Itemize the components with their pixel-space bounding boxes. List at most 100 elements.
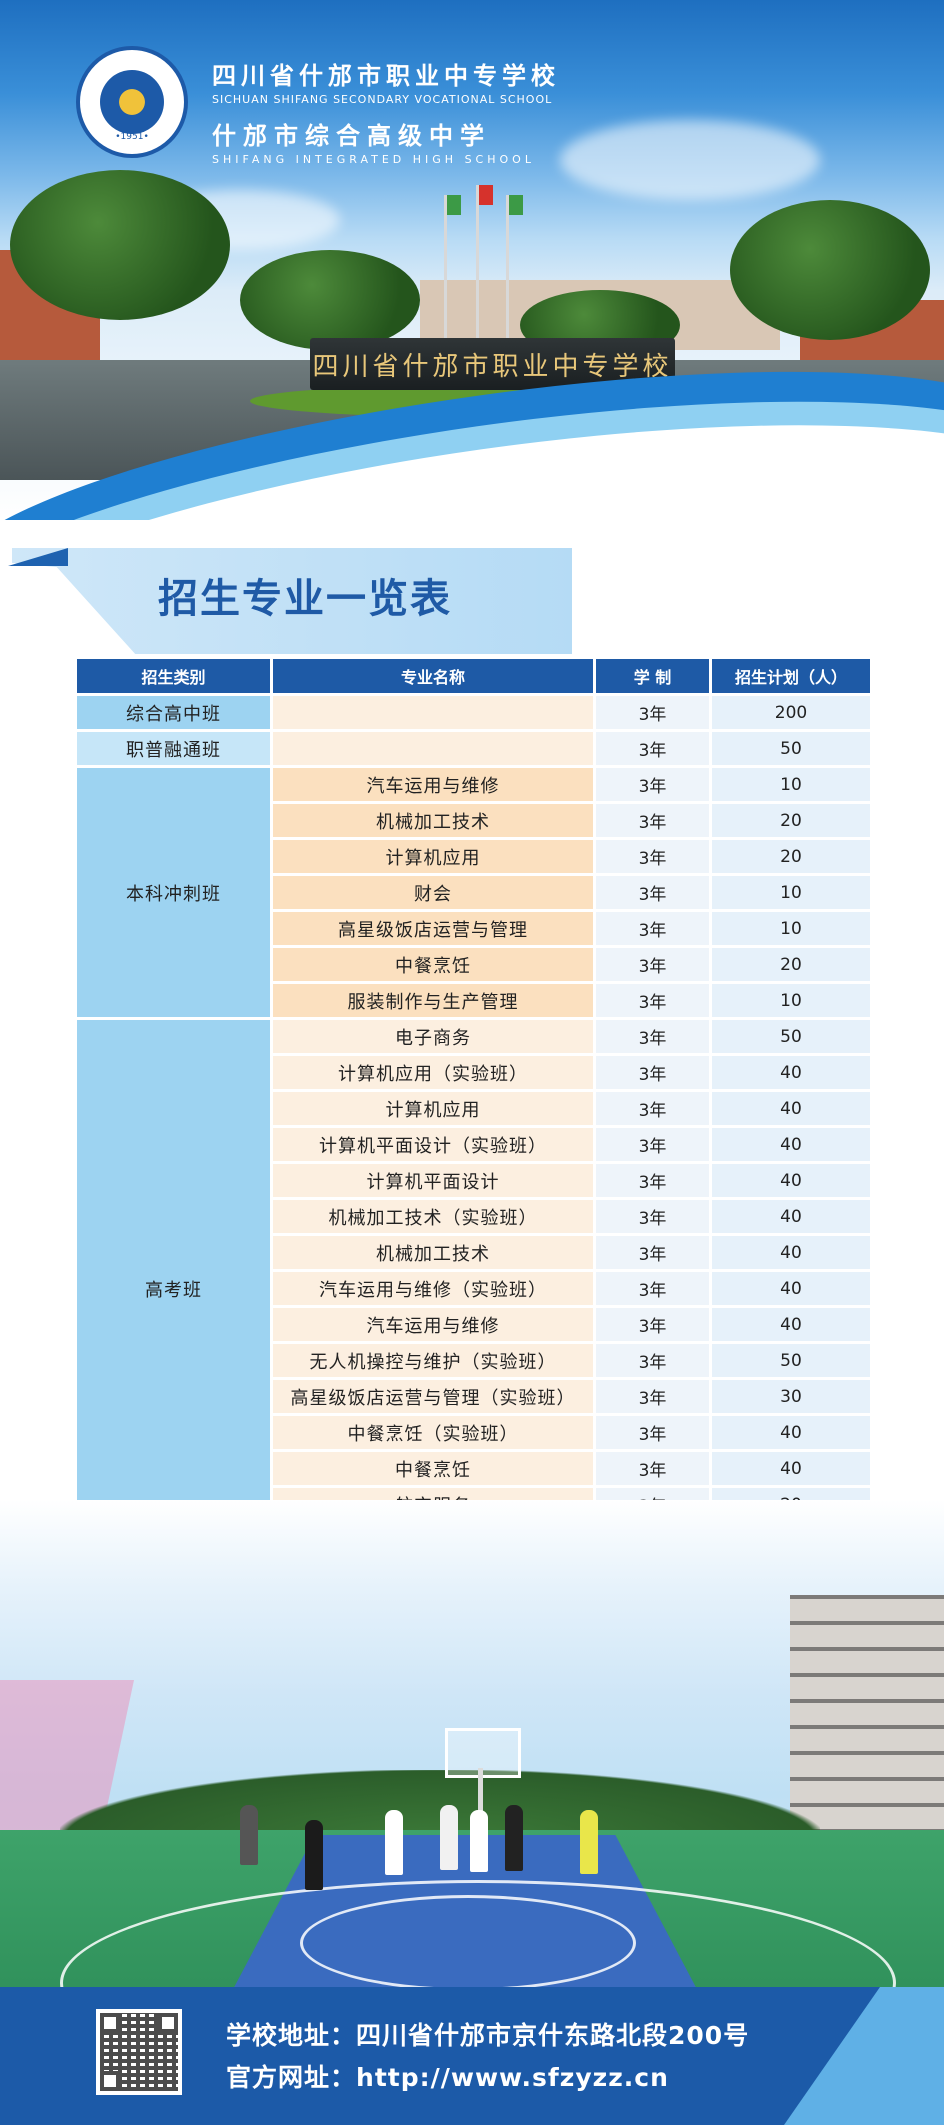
website-link[interactable]: http://www.sfzyzz.cn — [356, 2063, 669, 2092]
years-cell: 3年 — [596, 912, 709, 945]
flag — [447, 195, 461, 215]
major-cell: 计算机应用 — [273, 1092, 593, 1125]
gate-sign: 四川省什邡市职业中专学校 — [310, 338, 675, 390]
major-cell: 无人机操控与维护（实验班） — [273, 1344, 593, 1377]
table-row: 高星级饭店运营与管理（实验班） 3年 30 — [77, 1380, 870, 1413]
years-cell: 3年 — [596, 1128, 709, 1161]
address-value: 四川省什邡市京什东路北段200号 — [356, 2021, 750, 2050]
table-row: 中餐烹饪（实验班） 3年 40 — [77, 1416, 870, 1449]
major-cell: 机械加工技术（实验班） — [273, 1200, 593, 1233]
table-row: 高考班 电子商务 3年 50 — [77, 1020, 870, 1557]
table-row: 本科冲刺班 汽车运用与维修 3年 10 — [77, 768, 870, 1017]
player — [470, 1810, 488, 1872]
years-cell: 3年 — [596, 1020, 709, 1053]
years-cell: 3年 — [596, 696, 709, 729]
header-major: 专业名称 — [273, 659, 593, 693]
plan-cell: 40 — [712, 1128, 870, 1161]
table-body: 综合高中班 3年 200 职普融通班 3年 50 本科冲刺班 汽车运用与维修 3年 10 机械加工技… — [77, 696, 870, 1629]
category-cell: 高考班 — [77, 1020, 270, 1557]
plan-cell: 50 — [712, 732, 870, 765]
major-cell: 汽车运用与维修（实验班） — [273, 1272, 593, 1305]
player — [505, 1805, 523, 1871]
school-logo: •1951• — [76, 46, 188, 158]
address-label: 学校地址： — [226, 2021, 357, 2050]
plan-cell: 50 — [712, 1344, 870, 1377]
plan-cell: 40 — [712, 1236, 870, 1269]
flag — [479, 185, 493, 205]
plan-cell: 40 — [712, 1056, 870, 1089]
years-cell: 3年 — [596, 1092, 709, 1125]
flagpole — [444, 195, 447, 345]
school-name-en: SICHUAN SHIFANG SECONDARY VOCATIONAL SCH… — [212, 93, 553, 106]
website-label: 官方网址： — [226, 2063, 357, 2092]
table-row: 高星级饭店运营与管理 3年 10 — [77, 912, 870, 945]
plan-cell: 40 — [712, 1092, 870, 1125]
table-row: 机械加工技术 3年 20 — [77, 804, 870, 837]
table-row: 机械加工技术 3年 40 — [77, 1236, 870, 1269]
tree — [730, 200, 930, 340]
major-cell: 中餐烹饪（实验班） — [273, 1416, 593, 1449]
qr-code-icon[interactable] — [96, 2009, 182, 2095]
plan-cell: 40 — [712, 1272, 870, 1305]
category-cell: 综合高中班 — [77, 696, 270, 729]
table-row: 中餐烹饪 3年 20 — [77, 948, 870, 981]
major-cell: 电子商务 — [273, 1020, 593, 1053]
major-cell: 计算机平面设计 — [273, 1164, 593, 1197]
website-line: 官方网址：http://www.sfzyzz.cn — [226, 2058, 669, 2094]
table-row: 计算机应用 3年 40 — [77, 1092, 870, 1125]
years-cell: 3年 — [596, 984, 709, 1017]
years-cell: 3年 — [596, 876, 709, 909]
player — [385, 1810, 403, 1875]
major-cell: 机械加工技术 — [273, 804, 593, 837]
table-row: 职普融通班 3年 50 — [77, 732, 870, 765]
years-cell: 3年 — [596, 1380, 709, 1413]
address-line: 学校地址：四川省什邡市京什东路北段200号 — [226, 2016, 749, 2052]
major-cell: 汽车运用与维修 — [273, 768, 593, 801]
plan-cell: 40 — [712, 1308, 870, 1341]
major-cell: 汽车运用与维修 — [273, 1308, 593, 1341]
plan-cell: 20 — [712, 804, 870, 837]
years-cell: 3年 — [596, 1272, 709, 1305]
major-cell — [273, 696, 593, 729]
table-row: 计算机应用（实验班） 3年 40 — [77, 1056, 870, 1089]
table-row: 计算机平面设计 3年 40 — [77, 1164, 870, 1197]
plan-cell: 10 — [712, 768, 870, 801]
years-cell: 3年 — [596, 1056, 709, 1089]
table-header-row: 招生类别 专业名称 学 制 招生计划（人） — [77, 659, 870, 693]
plan-cell: 10 — [712, 912, 870, 945]
table-row: 综合高中班 3年 200 — [77, 696, 870, 729]
years-cell: 3年 — [596, 1164, 709, 1197]
major-cell: 中餐烹饪 — [273, 948, 593, 981]
hoop-pole — [478, 1768, 483, 1848]
plan-cell: 200 — [712, 696, 870, 729]
player — [440, 1805, 458, 1870]
plan-cell: 20 — [712, 948, 870, 981]
years-cell: 3年 — [596, 1200, 709, 1233]
category-cell: 职普融通班 — [77, 732, 270, 765]
plan-cell: 10 — [712, 984, 870, 1017]
plan-cell: 40 — [712, 1164, 870, 1197]
table-row: 无人机操控与维护（实验班） 3年 50 — [77, 1344, 870, 1377]
major-cell: 服装制作与生产管理 — [273, 984, 593, 1017]
table-row: 中餐烹饪 3年 40 — [77, 1452, 870, 1485]
tree — [240, 250, 420, 350]
logo-emblem-icon — [100, 70, 164, 134]
table-row: 汽车运用与维修 3年 40 — [77, 1308, 870, 1341]
header-banner: 四川省什邡市职业中专学校 •1951• 四川省什邡市职业中专学校 SICHUAN… — [0, 0, 944, 520]
years-cell: 3年 — [596, 768, 709, 801]
years-cell: 3年 — [596, 1236, 709, 1269]
cloud — [560, 120, 820, 200]
major-cell: 财会 — [273, 876, 593, 909]
plan-cell: 40 — [712, 1416, 870, 1449]
table-row: 计算机平面设计（实验班） 3年 40 — [77, 1128, 870, 1161]
school-names: 四川省什邡市职业中专学校 SICHUAN SHIFANG SECONDARY V… — [212, 56, 560, 166]
school-name-cn: 四川省什邡市职业中专学校 — [212, 61, 560, 90]
plan-cell: 40 — [712, 1200, 870, 1233]
years-cell: 3年 — [596, 840, 709, 873]
player — [580, 1810, 598, 1874]
major-cell — [273, 732, 593, 765]
header-years: 学 制 — [596, 659, 709, 693]
footer-wedge-decoration — [784, 1987, 944, 2125]
enrollment-table: 招生类别 专业名称 学 制 招生计划（人） 综合高中班 3年 200 职普融通班 3年 5… — [74, 656, 873, 1632]
category-cell: 本科冲刺班 — [77, 768, 270, 1017]
